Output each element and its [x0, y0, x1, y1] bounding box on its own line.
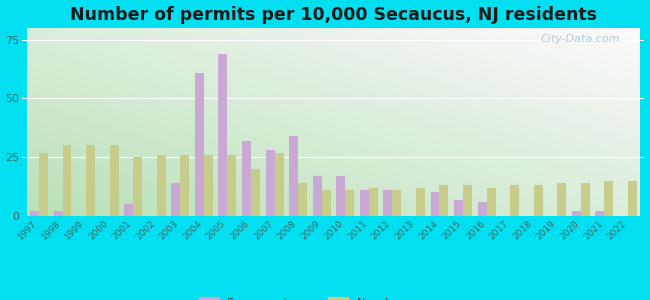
Bar [336, 176, 345, 216]
Bar [313, 176, 322, 216]
Bar [384, 190, 393, 216]
Bar [487, 188, 495, 216]
Bar [322, 190, 331, 216]
Legend: Secaucus town, New Jersey average: Secaucus town, New Jersey average [194, 293, 473, 300]
Bar [416, 188, 425, 216]
Bar [39, 152, 48, 216]
Bar [439, 185, 448, 216]
Bar [345, 190, 354, 216]
Bar [251, 169, 260, 216]
Bar [534, 185, 543, 216]
Bar [218, 54, 227, 216]
Bar [478, 202, 487, 216]
Bar [369, 188, 378, 216]
Bar [274, 152, 283, 216]
Bar [572, 211, 581, 216]
Bar [360, 190, 369, 216]
Bar [180, 155, 189, 216]
Bar [172, 183, 180, 216]
Bar [62, 146, 72, 216]
Bar [595, 211, 604, 216]
Bar [581, 183, 590, 216]
Bar [242, 141, 251, 216]
Bar [124, 204, 133, 216]
Bar [157, 155, 166, 216]
Title: Number of permits per 10,000 Secaucus, NJ residents: Number of permits per 10,000 Secaucus, N… [70, 6, 597, 24]
Bar [454, 200, 463, 216]
Bar [204, 155, 213, 216]
Bar [393, 190, 401, 216]
Bar [266, 150, 274, 216]
Bar [227, 155, 237, 216]
Bar [133, 157, 142, 216]
Bar [195, 73, 204, 216]
Bar [86, 146, 95, 216]
Text: City-Data.com: City-Data.com [540, 34, 619, 44]
Bar [53, 211, 62, 216]
Bar [557, 183, 566, 216]
Bar [298, 183, 307, 216]
Bar [289, 136, 298, 216]
Bar [510, 185, 519, 216]
Bar [463, 185, 472, 216]
Bar [110, 146, 118, 216]
Bar [628, 181, 637, 216]
Bar [604, 181, 614, 216]
Bar [30, 211, 39, 216]
Bar [430, 193, 439, 216]
